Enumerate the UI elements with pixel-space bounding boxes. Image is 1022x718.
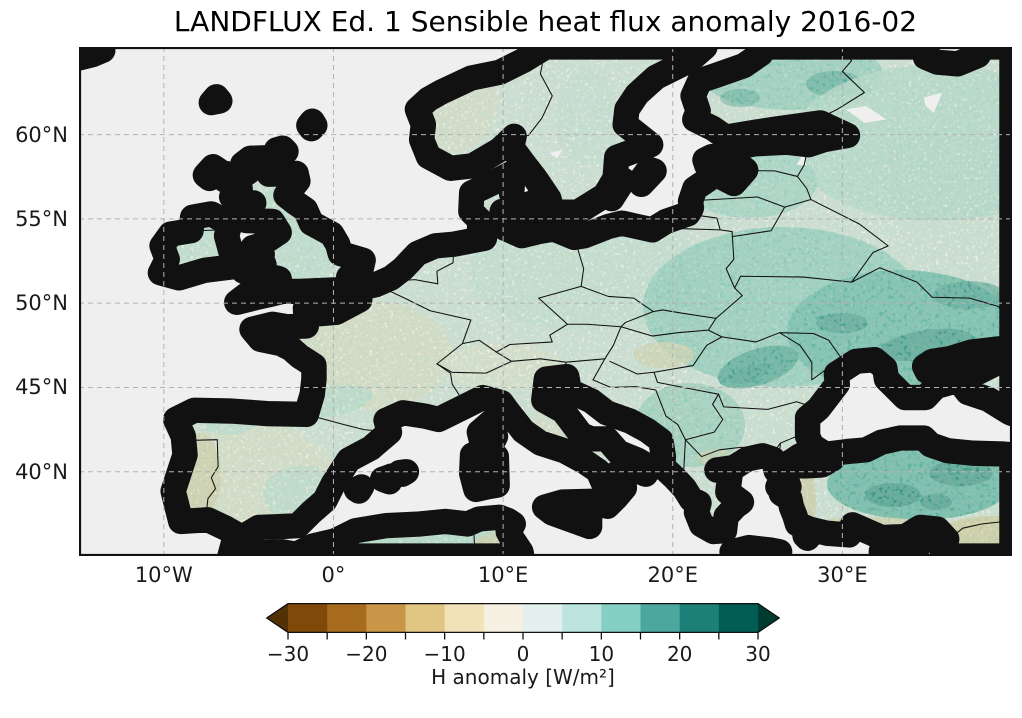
- y-tick-label: 40°N: [15, 459, 68, 484]
- colorbar-tick-label: 30: [745, 642, 770, 666]
- border-poland-east: [716, 232, 742, 319]
- colorbar-tick-label: −10: [424, 642, 466, 666]
- land-scandinavia-coastline: [404, 47, 718, 225]
- border-benelux-germany: [391, 244, 454, 284]
- colorbar-segment: [562, 603, 602, 633]
- colorbar-segment: [601, 603, 641, 633]
- colorbar-segment: [718, 603, 759, 633]
- colorbar-segment: [483, 603, 524, 633]
- border-turkey-syria: [954, 521, 1012, 535]
- colorbar-segment: [405, 603, 446, 633]
- colorbar-tick-label: 10: [589, 642, 614, 666]
- border-ukraine-belarus: [735, 276, 852, 288]
- x-tick-label: 20°E: [647, 563, 698, 587]
- colorbar-label: H anomaly [W/m²]: [431, 665, 615, 689]
- colorbar-tick-label: −20: [345, 642, 387, 666]
- land-ireland-coastline: [147, 201, 245, 291]
- y-tick-label: 50°N: [15, 291, 68, 316]
- x-tick-label: 0°: [321, 563, 346, 587]
- border-czech-poland-slovakia: [568, 286, 716, 380]
- anomaly-patch-layer: [79, 47, 1012, 556]
- land-denmark-isles-coastline: [488, 190, 556, 232]
- colorbar-segment: [444, 603, 485, 633]
- colorbar: −30 −20 −10 0 10 20 30: [266, 603, 780, 666]
- figure-title: LANDFLUX Ed. 1 Sensible heat flux anomal…: [173, 5, 918, 38]
- speckle-tan: [79, 47, 1012, 556]
- border-france-east: [376, 285, 471, 409]
- colorbar-tick-label: 20: [667, 642, 692, 666]
- land-great-britain-coastline: [218, 144, 376, 315]
- colorbar-outline: [266, 603, 780, 634]
- map-canvas: [79, 47, 1012, 556]
- border-serbia: [654, 372, 723, 439]
- colorbar-segment: [366, 603, 406, 633]
- y-tick-label: 55°N: [15, 206, 68, 231]
- colorbar-segment: [327, 603, 367, 633]
- map-plot-area: [79, 47, 1012, 556]
- x-tick-label: 10°W: [134, 563, 193, 587]
- colorbar-segment: [523, 603, 563, 633]
- land-small-islands-coastline: [192, 84, 826, 551]
- colorbar-over-arrow: [758, 603, 780, 633]
- land-north-africa-coastline: [217, 504, 535, 556]
- colorbar-segment: [640, 603, 681, 633]
- colorbar-segment: [288, 603, 328, 633]
- x-tick-label: 10°E: [477, 563, 529, 587]
- colorbar-tick-label: 0: [517, 642, 530, 666]
- plot-frame: [79, 47, 1012, 556]
- graticule-layer: [79, 47, 1012, 556]
- border-germany-east: [462, 237, 583, 352]
- border-romania-ukraine-moldova: [722, 333, 841, 380]
- y-tick-label: 60°N: [15, 122, 68, 147]
- border-belarus-russia: [811, 200, 888, 283]
- y-tick-label: 45°N: [15, 375, 68, 400]
- border-romania-bulgaria: [719, 394, 819, 409]
- colorbar-tick-label: −30: [267, 642, 309, 666]
- border-lithuania-belarus: [732, 200, 811, 237]
- land-sicily-coastline: [531, 488, 605, 540]
- x-tick-label: 30°E: [817, 563, 868, 587]
- colorbar-segment: [679, 603, 720, 633]
- land-corsica-coastline: [466, 408, 509, 461]
- colorbar-under-arrow: [266, 603, 288, 633]
- land-mainland-europe-coastline: [160, 47, 1012, 551]
- border-latvia-lithuania: [691, 197, 785, 207]
